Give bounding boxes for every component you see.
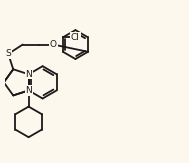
Text: O: O <box>50 40 57 49</box>
Text: N: N <box>25 70 32 79</box>
Text: N: N <box>25 86 32 95</box>
Text: S: S <box>5 49 11 58</box>
Text: N: N <box>25 86 32 95</box>
Text: Cl: Cl <box>71 33 80 42</box>
